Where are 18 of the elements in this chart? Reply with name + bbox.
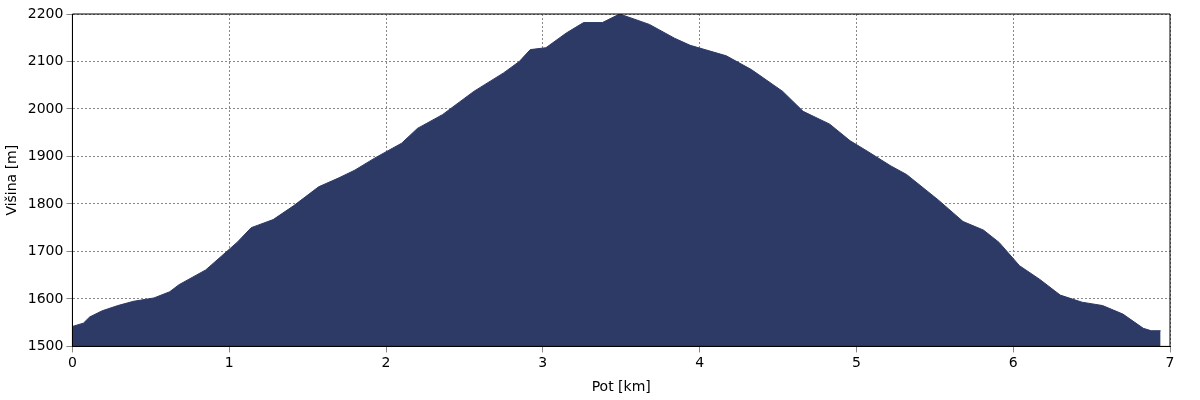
x-tick-label: 3 — [538, 354, 548, 371]
y-tick-label: 2000 — [27, 99, 64, 116]
y-tick-label: 2100 — [27, 52, 64, 69]
y-tick-label: 1700 — [27, 242, 64, 259]
x-tick-label: 0 — [67, 354, 77, 371]
y-tick-label: 1900 — [27, 147, 64, 164]
y-tick-label: 1800 — [27, 194, 64, 211]
x-tick-label: 4 — [695, 354, 705, 371]
x-tick-label: 5 — [851, 354, 861, 371]
y-tick-label: 2200 — [27, 4, 64, 21]
y-tick-label: 1500 — [27, 337, 64, 354]
x-tick-label: 1 — [224, 354, 234, 371]
y-axis-title: Višina [m] — [3, 144, 20, 216]
x-axis-title: Pot [km] — [591, 378, 651, 395]
x-tick-label: 6 — [1008, 354, 1018, 371]
x-tick-label: 2 — [381, 354, 391, 371]
y-tick-label: 1600 — [27, 289, 64, 306]
x-tick-label: 7 — [1165, 354, 1175, 371]
